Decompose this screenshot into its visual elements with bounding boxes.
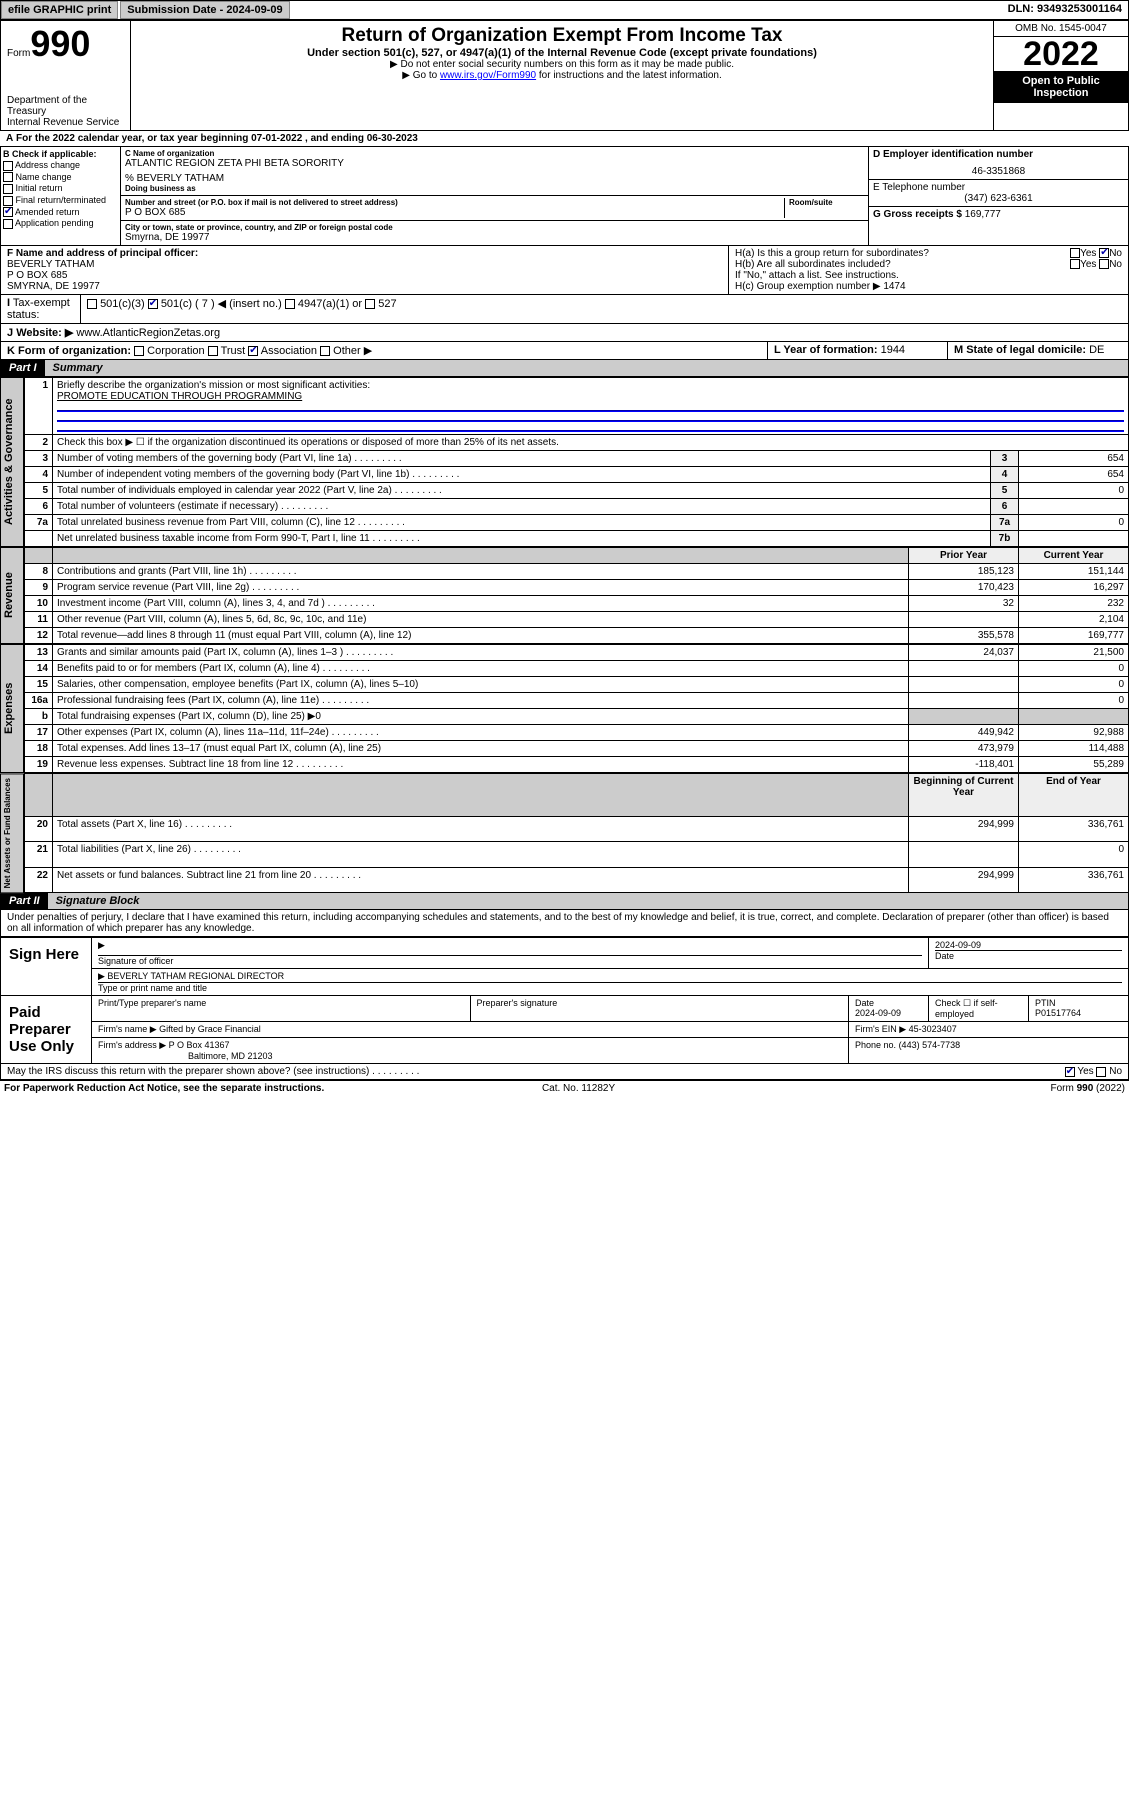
part2-header: Part II [1, 893, 48, 909]
officer-group-block: F Name and address of principal officer:… [0, 246, 1129, 295]
firm-name: Gifted by Grace Financial [159, 1024, 261, 1034]
signature-block: Sign Here ▶ Signature of officer 2024-09… [0, 937, 1129, 1064]
city-state-zip: Smyrna, DE 19977 [125, 232, 864, 243]
year-formation: 1944 [881, 344, 905, 356]
org-name: ATLANTIC REGION ZETA PHI BETA SORORITY [125, 158, 864, 169]
side-expenses: Expenses [0, 644, 24, 773]
side-governance: Activities & Governance [0, 377, 24, 547]
website-row: J Website: ▶ www.AtlanticRegionZetas.org [0, 324, 1129, 342]
group-return-no[interactable] [1099, 248, 1109, 258]
ptin: P01517764 [1035, 1008, 1081, 1018]
officer-signature-name: BEVERLY TATHAM REGIONAL DIRECTOR [107, 971, 284, 981]
may-discuss-row: May the IRS discuss this return with the… [0, 1064, 1129, 1080]
website-url: www.AtlanticRegionZetas.org [76, 327, 220, 339]
cat-no: Cat. No. 11282Y [542, 1083, 615, 1094]
line-a-tax-year: A For the 2022 calendar year, or tax yea… [0, 131, 1129, 147]
revenue-table: Prior YearCurrent Year 8Contributions an… [24, 547, 1129, 644]
sig-date: 2024-09-09 [935, 940, 1122, 951]
amended-return-checkbox[interactable] [3, 207, 13, 217]
sign-here-label: Sign Here [1, 938, 91, 995]
street-address: P O BOX 685 [125, 207, 784, 218]
mission-text: PROMOTE EDUCATION THROUGH PROGRAMMING [57, 391, 302, 402]
irs-label: Internal Revenue Service [7, 117, 124, 128]
part2-name: Signature Block [48, 893, 1128, 909]
topbar: efile GRAPHIC print Submission Date - 20… [0, 0, 1129, 20]
form-title: Return of Organization Exempt From Incom… [135, 25, 989, 47]
501c-checkbox[interactable] [148, 299, 158, 309]
entity-info-block: B Check if applicable: Address change Na… [0, 147, 1129, 246]
form-ref: Form 990 (2022) [1050, 1083, 1124, 1094]
firm-ein: 45-3023407 [909, 1024, 957, 1034]
form-number: 990 [30, 23, 90, 64]
firm-phone: (443) 574-7738 [899, 1040, 961, 1050]
governance-table: 1 Briefly describe the organization's mi… [24, 377, 1129, 547]
paid-preparer-label: Paid Preparer Use Only [1, 996, 91, 1063]
perjury-declaration: Under penalties of perjury, I declare th… [0, 910, 1129, 937]
ein: 46-3351868 [873, 166, 1124, 177]
warn-ssn: ▶ Do not enter social security numbers o… [135, 59, 989, 70]
box-b: B Check if applicable: Address change Na… [1, 147, 121, 245]
warn-goto: ▶ Go to www.irs.gov/Form990 for instruct… [135, 70, 989, 81]
efile-print-button[interactable]: efile GRAPHIC print [1, 1, 118, 19]
side-net-assets: Net Assets or Fund Balances [0, 773, 24, 893]
irs-link[interactable]: www.irs.gov/Form990 [440, 70, 536, 81]
discuss-yes-checkbox[interactable] [1065, 1067, 1075, 1077]
submission-date: Submission Date - 2024-09-09 [120, 1, 289, 19]
form-label: Form [7, 48, 30, 59]
form-subtitle: Under section 501(c), 527, or 4947(a)(1)… [135, 47, 989, 59]
gross-receipts: 169,777 [965, 209, 1001, 220]
form-header: Form990 Department of the Treasury Inter… [0, 20, 1129, 131]
part1-header: Part I [1, 360, 45, 376]
tax-exempt-row: I Tax-exempt status: 501(c)(3) 501(c) ( … [0, 295, 1129, 324]
page-footer: For Paperwork Reduction Act Notice, see … [0, 1080, 1129, 1096]
klm-row: K Form of organization: Corporation Trus… [0, 342, 1129, 360]
expenses-table: 13Grants and similar amounts paid (Part … [24, 644, 1129, 773]
side-revenue: Revenue [0, 547, 24, 644]
dept-treasury: Department of the Treasury [7, 95, 124, 117]
officer-name: BEVERLY TATHAM [7, 259, 722, 270]
open-to-public: Open to Public Inspection [994, 71, 1128, 103]
dln: DLN: 93493253001164 [1002, 1, 1128, 19]
state-domicile: DE [1089, 344, 1104, 356]
group-exemption: 1474 [883, 281, 905, 292]
tax-year: 2022 [994, 37, 1128, 71]
care-of: % BEVERLY TATHAM [125, 173, 864, 184]
firm-address: P O Box 41367 [169, 1040, 230, 1050]
telephone: (347) 623-6361 [873, 193, 1124, 204]
net-assets-table: Beginning of Current YearEnd of Year 20T… [24, 773, 1129, 893]
association-checkbox[interactable] [248, 346, 258, 356]
part1-name: Summary [45, 360, 1128, 376]
